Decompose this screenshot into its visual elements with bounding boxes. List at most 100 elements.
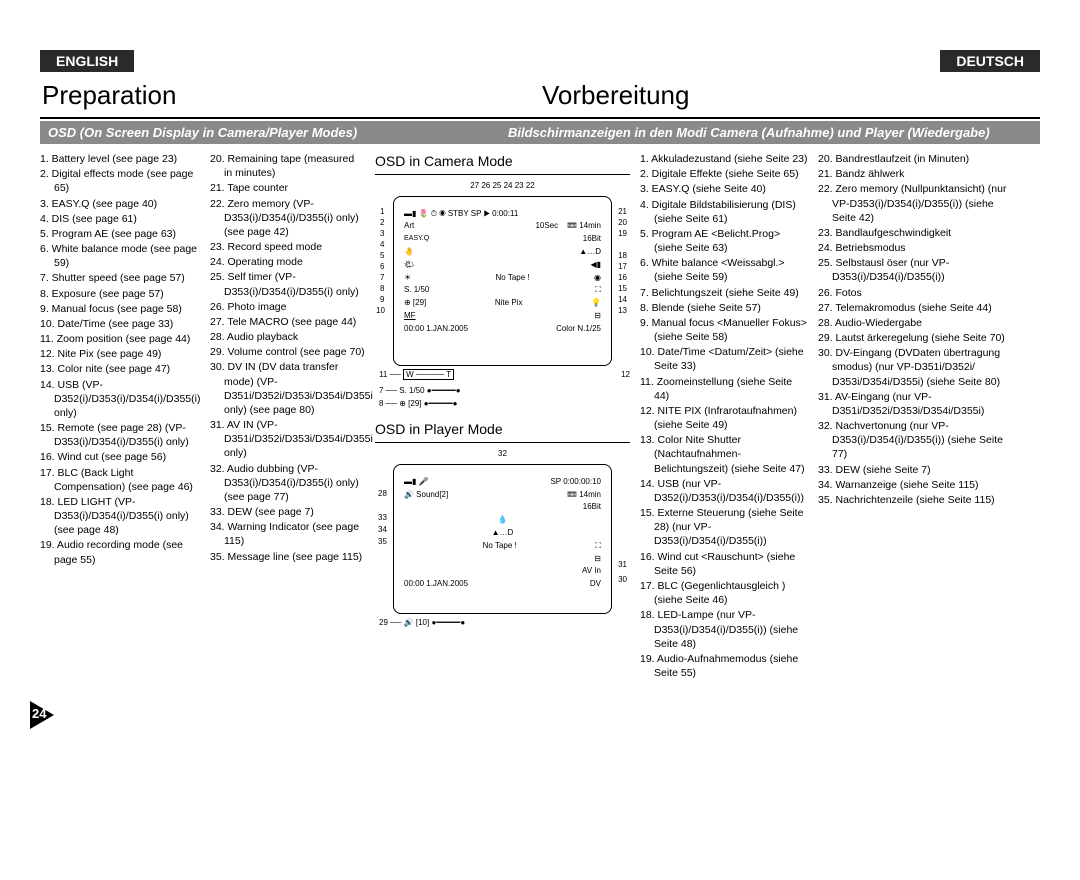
osd-exp: ⊕ [29] — [404, 298, 426, 309]
osd-p-counter: SP 0:00:00:10 — [550, 477, 601, 488]
osd-n1: 1 — [380, 207, 384, 218]
list-item: 10. Date/Time (see page 33) — [40, 317, 200, 331]
osd-p-vol: 🔊 [10] ●━━━━━● — [404, 618, 466, 627]
list-item: 11. Zoomeinstellung (siehe Seite 44) — [640, 375, 808, 403]
list-item: 12. Nite Pix (see page 49) — [40, 347, 200, 361]
list-item: 31. AV-Eingang (nur VP-D351i/D352i/D353i… — [818, 390, 1008, 418]
list-item: 23. Record speed mode — [210, 240, 365, 254]
osd-p-notape: No Tape ! — [483, 541, 517, 552]
list-item: 29. Volume control (see page 70) — [210, 345, 365, 359]
list-item: 5. Program AE (see page 63) — [40, 227, 200, 241]
page-number: 24 — [32, 706, 46, 721]
subtitle-bar: OSD (On Screen Display in Camera/Player … — [40, 121, 1040, 144]
osd-10sec: 10Sec — [535, 221, 558, 230]
list-item: 15. Remote (see page 28) (VP-D353(i)/D35… — [40, 421, 200, 449]
list-item: 19. Audio-Aufnahmemodus (siehe Seite 55) — [640, 652, 808, 680]
page-number-triangle: 24 — [30, 701, 54, 729]
list-item: 16. Wind cut (see page 56) — [40, 450, 200, 464]
osd-rpt8: 8 — [379, 399, 383, 408]
list-item: 21. Bandz ählwerk — [818, 167, 1008, 181]
list-item: 24. Betriebsmodus — [818, 241, 1008, 255]
list-item: 26. Fotos — [818, 286, 1008, 300]
osd-player-diagram: ▬▮ 🎤SP 0:00:00:10 🔊 Sound[2]📼 14min 16Bi… — [393, 464, 612, 614]
osd-player-top-number: 32 — [375, 449, 630, 460]
list-item: 14. USB (VP-D352(i)/D353(i)/D354(i)/D355… — [40, 378, 200, 421]
osd-nitepix: Nite Pix — [495, 298, 523, 309]
list-item: 32. Audio dubbing (VP-D353(i)/D354(i)/D3… — [210, 462, 365, 505]
list-item: 13. Color nite (see page 47) — [40, 362, 200, 376]
list-item: 13. Color Nite Shutter (Nachtaufnahmen-B… — [640, 433, 808, 476]
list-item: 4. DIS (see page 61) — [40, 212, 200, 226]
list-item: 35. Message line (see page 115) — [210, 550, 365, 564]
osd-shutter: S. 1/50 — [404, 285, 429, 296]
list-item: 29. Lautst ärkeregelung (siehe Seite 70) — [818, 331, 1008, 345]
osd-easyq: EASY.Q — [404, 234, 429, 245]
osd-n3: 3 — [380, 229, 384, 240]
list-item: 6. White balance <Weissabgl.> (siehe Sei… — [640, 256, 808, 284]
osd-n6: 6 — [380, 262, 384, 273]
list-item: 16. Wind cut <Rauschunt> (siehe Seite 56… — [640, 550, 808, 578]
subtitle-left: OSD (On Screen Display in Camera/Player … — [40, 121, 500, 144]
osd-p-n30: 30 — [618, 575, 627, 586]
osd-n20: 20 — [618, 218, 627, 229]
list-item: 14. USB (nur VP-D352(i)/D353(i)/D354(i)/… — [640, 477, 808, 505]
list-item: 22. Zero memory (Nullpunktansicht) (nur … — [818, 182, 1008, 225]
list-item: 3. EASY.Q (see page 40) — [40, 197, 200, 211]
section-headings: Preparation Vorbereitung — [40, 76, 1040, 119]
subtitle-right: Bildschirmanzeigen in den Modi Camera (A… — [500, 121, 998, 144]
list-item: 3. EASY.Q (siehe Seite 40) — [640, 182, 808, 196]
osd-n12: 12 — [621, 370, 630, 381]
list-item: 11. Zoom position (see page 44) — [40, 332, 200, 346]
osd-n5: 5 — [380, 251, 384, 262]
german-column-1: 1. Akkuladezustand (siehe Seite 23)2. Di… — [640, 152, 808, 681]
list-item: 34. Warning Indicator (see page 115) — [210, 520, 365, 548]
osd-tape: 📼 14min — [567, 221, 601, 230]
osd-p-16bit: 16Bit — [583, 502, 601, 513]
footer-row: 24 — [40, 701, 1040, 729]
list-item: 21. Tape counter — [210, 181, 365, 195]
list-item: 25. Selbstausl öser (nur VP-D353(i)/D354… — [818, 256, 1008, 284]
osd-p-datetime: 00:00 1.JAN.2005 — [404, 579, 468, 590]
english-column-2: 20. Remaining tape (measured in minutes)… — [210, 152, 365, 681]
osd-zoom: W ───── T — [403, 369, 454, 380]
list-item: 25. Self timer (VP-D353(i)/D354(i)/D355(… — [210, 270, 365, 298]
list-item: 18. LED-Lampe (nur VP-D353(i)/D354(i)/D3… — [640, 608, 808, 651]
list-item: 9. Manual focus (see page 58) — [40, 302, 200, 316]
osd-n10: 10 — [376, 306, 385, 317]
osd-exp-bar: ⊕ [29] ●━━━━━● — [399, 399, 457, 408]
list-item: 4. Digitale Bildstabilisierung (DIS) (si… — [640, 198, 808, 226]
osd-p-n31: 31 — [618, 560, 627, 571]
osd-rpt7: 7 — [379, 386, 383, 395]
osd-datetime: 00:00 1.JAN.2005 — [404, 324, 468, 335]
list-item: 5. Program AE <Belicht.Prog> (siehe Seit… — [640, 227, 808, 255]
german-column-2: 20. Bandrestlaufzeit (in Minuten)21. Ban… — [818, 152, 1008, 681]
list-item: 23. Bandlaufgeschwindigkeit — [818, 226, 1008, 240]
osd-camera-diagram: ▬▮ 🌷 ⏱ ◉ STBY SP ▶ 0:00:11 Art10Sec 📼 14… — [393, 196, 612, 366]
osd-p-avin: AV In — [582, 566, 601, 577]
list-item: 6. White balance mode (see page 59) — [40, 242, 200, 270]
osd-p-n34: 34 — [378, 525, 387, 536]
list-item: 32. Nachvertonung (nur VP-D353(i)/D354(i… — [818, 419, 1008, 462]
list-item: 1. Akkuladezustand (siehe Seite 23) — [640, 152, 808, 166]
osd-camera-top-numbers: 27 26 25 24 23 22 — [375, 181, 630, 192]
osd-n14: 14 — [618, 295, 627, 306]
list-item: 35. Nachrichtenzeile (siehe Seite 115) — [818, 493, 1008, 507]
osd-p-sound: 🔊 Sound[2] — [404, 490, 448, 501]
osd-camera-title: OSD in Camera Mode — [375, 152, 630, 175]
osd-diagram-column: OSD in Camera Mode 27 26 25 24 23 22 ▬▮ … — [375, 152, 630, 681]
heading-left: Preparation — [40, 76, 540, 117]
list-item: 22. Zero memory (VP-D353(i)/D354(i)/D355… — [210, 197, 365, 240]
list-item: 8. Blende (siehe Seite 57) — [640, 301, 808, 315]
osd-notape: No Tape ! — [496, 273, 530, 284]
list-item: 12. NITE PIX (Infrarotaufnahmen) (siehe … — [640, 404, 808, 432]
lang-deutsch-label: DEUTSCH — [940, 50, 1040, 72]
osd-p-n29: 29 — [379, 618, 388, 627]
osd-n21: 21 — [618, 207, 627, 218]
list-item: 34. Warnanzeige (siehe Seite 115) — [818, 478, 1008, 492]
osd-16bit: 16Bit — [583, 234, 601, 245]
osd-mf: MF — [404, 311, 416, 322]
osd-n8: 8 — [380, 284, 384, 295]
osd-n13: 13 — [618, 306, 627, 317]
list-item: 1. Battery level (see page 23) — [40, 152, 200, 166]
osd-n9: 9 — [380, 295, 384, 306]
